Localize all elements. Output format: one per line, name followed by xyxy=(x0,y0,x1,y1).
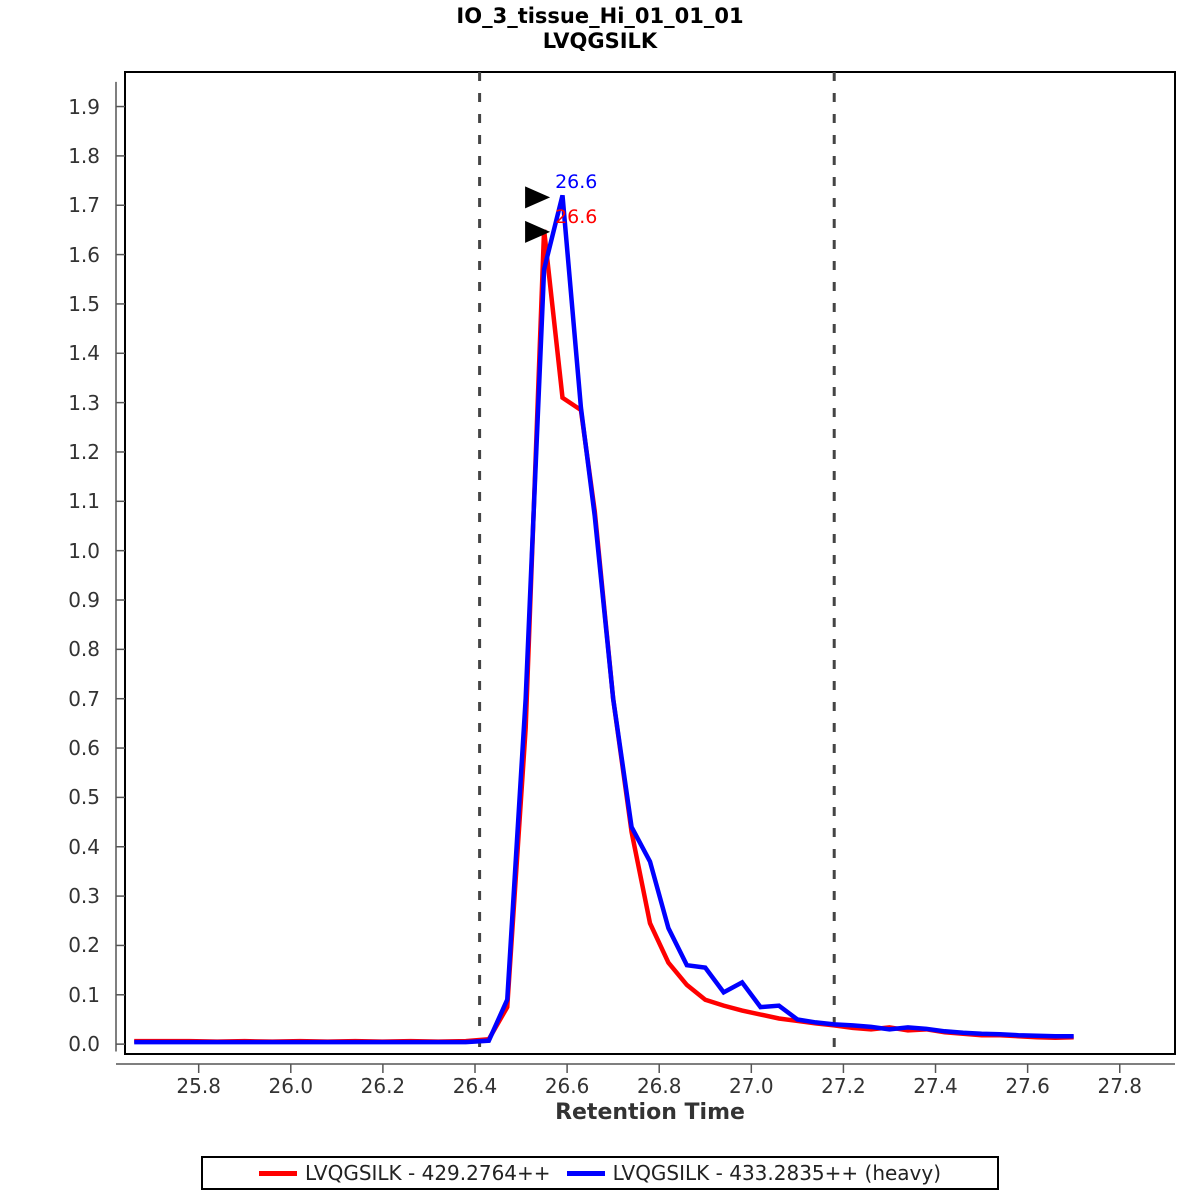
chromatogram-traces xyxy=(134,194,1074,1045)
y-tick-label: 1.0 xyxy=(68,538,100,563)
y-tick-label: 1.9 xyxy=(68,94,100,119)
y-tick-label: 0.2 xyxy=(68,933,100,958)
page-title: IO_3_tissue_Hi_01_01_01 xyxy=(456,4,744,28)
x-tick-label: 26.4 xyxy=(452,1074,498,1098)
y-tick-label: 0.0 xyxy=(68,1032,100,1057)
x-tick-label: 27.0 xyxy=(729,1074,774,1098)
peak-apex-markers xyxy=(525,186,551,243)
y-tick-label: 0.6 xyxy=(68,736,100,761)
y-tick-label: 1.8 xyxy=(68,143,100,168)
chart-subtitle: LVQGSILK xyxy=(542,29,658,53)
y-tick-label: 0.5 xyxy=(68,785,100,810)
y-tick-label: 1.3 xyxy=(68,390,100,415)
legend-label: LVQGSILK - 429.2764++ xyxy=(304,1161,551,1185)
legend-swatch-icon xyxy=(566,1170,605,1176)
x-tick-label: 26.6 xyxy=(544,1074,590,1098)
legend-label: LVQGSILK - 433.2835++ (heavy) xyxy=(612,1161,942,1185)
apex-triangle-icon xyxy=(525,220,551,243)
y-tick-label: 1.4 xyxy=(68,341,100,366)
legend-item-heavy[interactable]: LVQGSILK - 433.2835++ (heavy) xyxy=(566,1161,942,1185)
y-tick-label: 0.1 xyxy=(68,982,100,1007)
plot-frame xyxy=(124,71,1176,1055)
x-tick-label: 25.8 xyxy=(176,1074,221,1098)
x-tick-label: 26.8 xyxy=(636,1074,682,1098)
integration-boundary-lines xyxy=(478,72,836,1054)
x-tick-label: 27.6 xyxy=(1005,1074,1050,1098)
tick-marks xyxy=(115,81,1175,1073)
y-tick-label: 1.6 xyxy=(68,242,100,267)
x-tick-label: 27.8 xyxy=(1097,1074,1142,1098)
y-tick-label: 1.7 xyxy=(68,193,100,218)
chart-legend: LVQGSILK - 429.2764++ LVQGSILK - 433.283… xyxy=(201,1156,999,1190)
x-tick-label: 26.0 xyxy=(268,1074,314,1098)
x-tick-label: 26.2 xyxy=(360,1074,406,1098)
peak-apex-label: 26.6 xyxy=(555,205,598,228)
x-tick-label: 27.2 xyxy=(821,1074,866,1098)
legend-swatch-icon xyxy=(258,1170,297,1176)
y-tick-label: 0.9 xyxy=(68,588,100,612)
y-tick-label: 0.3 xyxy=(68,884,100,909)
x-axis-label: Retention Time xyxy=(555,1100,745,1125)
y-tick-label: 0.8 xyxy=(68,637,100,662)
legend-item-light[interactable]: LVQGSILK - 429.2764++ xyxy=(258,1161,551,1185)
y-tick-label: 1.2 xyxy=(68,439,100,464)
trace-line xyxy=(134,194,1074,1045)
y-tick-label: 0.4 xyxy=(68,834,100,859)
y-tick-label: 0.7 xyxy=(68,686,100,711)
x-tick-label: 27.4 xyxy=(913,1074,958,1098)
chart-title-block: IO_3_tissue_Hi_01_01_01 LVQGSILK xyxy=(0,4,1200,54)
peak-apex-label: 26.6 xyxy=(555,171,598,194)
y-tick-label: 1.1 xyxy=(68,489,100,514)
y-tick-label: 1.5 xyxy=(68,291,100,316)
apex-triangle-icon xyxy=(525,186,551,209)
